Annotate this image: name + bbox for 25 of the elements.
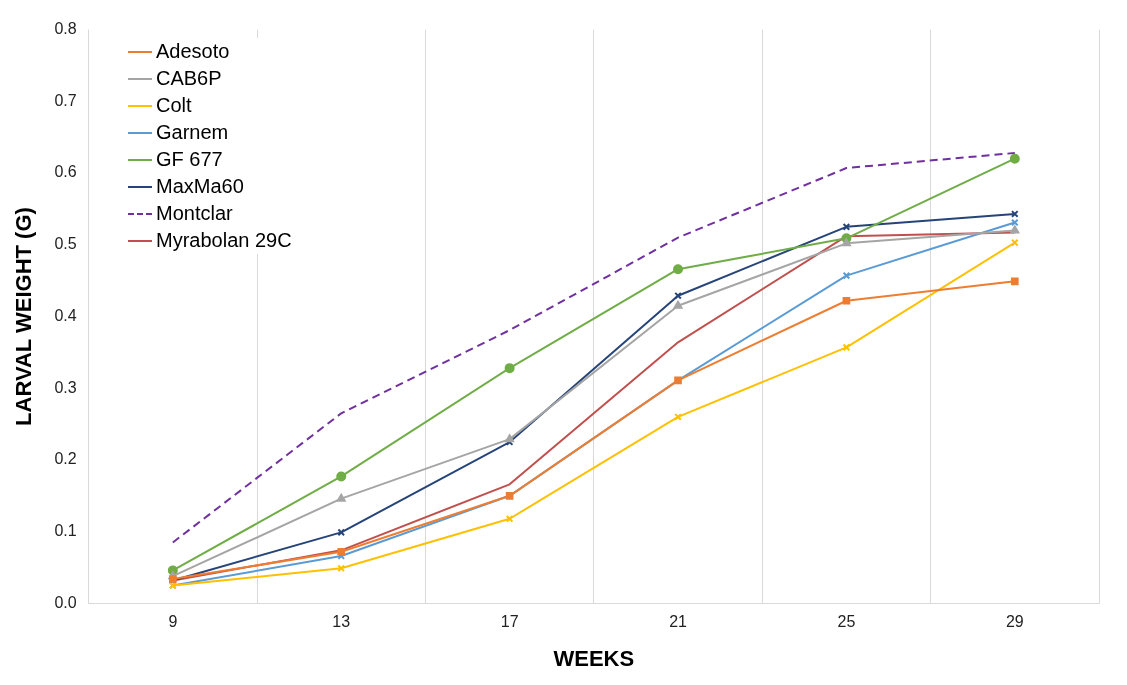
legend-label: Adesoto xyxy=(156,39,230,64)
legend-label: Garnem xyxy=(156,120,229,145)
x-tick-label: 29 xyxy=(1005,613,1024,631)
x-tick-label: 9 xyxy=(168,613,178,631)
y-tick-label: 0.5 xyxy=(54,235,77,253)
x-tick-label: 17 xyxy=(500,613,519,631)
y-axis-title: LARVAL WEIGHT (G) xyxy=(11,207,37,426)
x-tick-label: 21 xyxy=(669,613,688,631)
legend-label: MaxMa60 xyxy=(156,174,244,199)
y-tick-label: 0.3 xyxy=(54,378,77,396)
x-tick-label: 25 xyxy=(837,613,856,631)
legend-label: Myrabolan 29C xyxy=(156,228,292,253)
legend-label: Colt xyxy=(156,93,192,118)
legend-label: CAB6P xyxy=(156,66,222,91)
legend-label: GF 677 xyxy=(156,147,223,172)
y-tick-label: 0.8 xyxy=(54,20,77,38)
y-tick-label: 0.4 xyxy=(54,306,77,324)
x-axis-title: WEEKS xyxy=(553,645,635,671)
y-tick-label: 0.7 xyxy=(54,91,77,109)
y-tick-label: 0.0 xyxy=(54,593,77,611)
y-tick-label: 0.6 xyxy=(54,163,77,181)
y-tick-label: 0.1 xyxy=(54,522,77,540)
x-tick-label: 13 xyxy=(332,613,351,631)
legend-label: Montclar xyxy=(156,201,233,226)
y-tick-label: 0.2 xyxy=(54,450,77,468)
